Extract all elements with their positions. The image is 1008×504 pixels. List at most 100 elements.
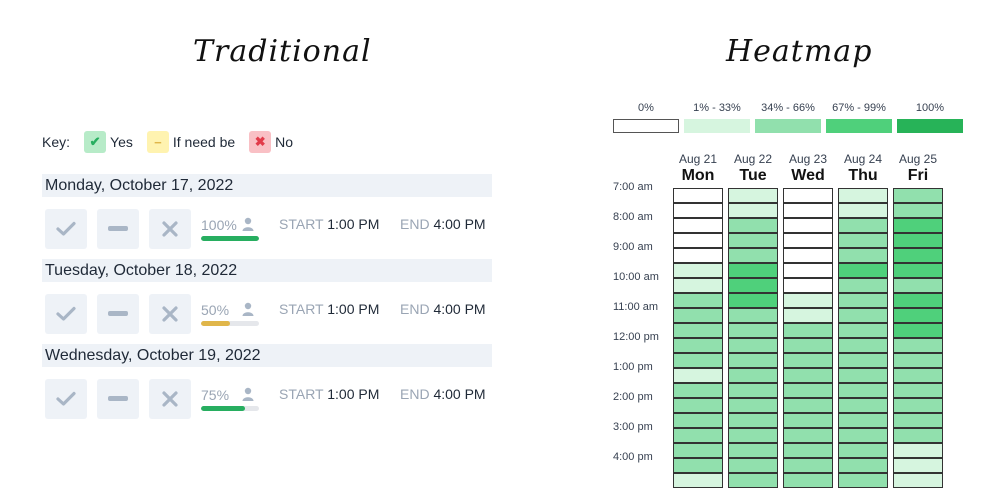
heatmap-cell[interactable]	[673, 458, 723, 473]
heatmap-cell[interactable]	[673, 263, 723, 278]
heatmap-cell[interactable]	[673, 323, 723, 338]
heatmap-cell[interactable]	[673, 413, 723, 428]
heatmap-cell[interactable]	[728, 278, 778, 293]
heatmap-cell[interactable]	[893, 353, 943, 368]
heatmap-cell[interactable]	[728, 368, 778, 383]
vote-no-button[interactable]	[149, 209, 191, 249]
heatmap-cell[interactable]	[783, 458, 833, 473]
heatmap-cell[interactable]	[838, 263, 888, 278]
heatmap-cell[interactable]	[728, 398, 778, 413]
heatmap-cell[interactable]	[728, 443, 778, 458]
heatmap-cell[interactable]	[728, 338, 778, 353]
heatmap-cell[interactable]	[673, 428, 723, 443]
heatmap-cell[interactable]	[673, 203, 723, 218]
heatmap-cell[interactable]	[893, 458, 943, 473]
heatmap-cell[interactable]	[673, 293, 723, 308]
heatmap-cell[interactable]	[728, 263, 778, 278]
heatmap-cell[interactable]	[728, 218, 778, 233]
heatmap-cell[interactable]	[728, 353, 778, 368]
heatmap-cell[interactable]	[728, 248, 778, 263]
heatmap-cell[interactable]	[728, 413, 778, 428]
heatmap-cell[interactable]	[673, 218, 723, 233]
heatmap-cell[interactable]	[838, 458, 888, 473]
heatmap-cell[interactable]	[673, 353, 723, 368]
heatmap-cell[interactable]	[893, 308, 943, 323]
heatmap-cell[interactable]	[728, 188, 778, 203]
heatmap-cell[interactable]	[783, 443, 833, 458]
heatmap-cell[interactable]	[838, 428, 888, 443]
heatmap-cell[interactable]	[838, 473, 888, 488]
vote-yes-button[interactable]	[45, 294, 87, 334]
vote-no-button[interactable]	[149, 379, 191, 419]
heatmap-cell[interactable]	[783, 218, 833, 233]
heatmap-cell[interactable]	[783, 413, 833, 428]
heatmap-cell[interactable]	[728, 203, 778, 218]
heatmap-cell[interactable]	[893, 473, 943, 488]
heatmap-cell[interactable]	[838, 308, 888, 323]
heatmap-cell[interactable]	[728, 233, 778, 248]
heatmap-cell[interactable]	[783, 233, 833, 248]
heatmap-cell[interactable]	[728, 428, 778, 443]
heatmap-cell[interactable]	[728, 308, 778, 323]
heatmap-cell[interactable]	[728, 323, 778, 338]
heatmap-cell[interactable]	[893, 188, 943, 203]
heatmap-cell[interactable]	[893, 218, 943, 233]
heatmap-cell[interactable]	[838, 368, 888, 383]
heatmap-cell[interactable]	[783, 428, 833, 443]
heatmap-cell[interactable]	[673, 443, 723, 458]
heatmap-cell[interactable]	[728, 383, 778, 398]
heatmap-cell[interactable]	[893, 248, 943, 263]
heatmap-cell[interactable]	[893, 428, 943, 443]
heatmap-cell[interactable]	[783, 398, 833, 413]
heatmap-cell[interactable]	[838, 233, 888, 248]
heatmap-cell[interactable]	[893, 233, 943, 248]
heatmap-cell[interactable]	[728, 458, 778, 473]
heatmap-cell[interactable]	[893, 398, 943, 413]
heatmap-cell[interactable]	[728, 293, 778, 308]
heatmap-cell[interactable]	[783, 248, 833, 263]
heatmap-cell[interactable]	[783, 323, 833, 338]
heatmap-cell[interactable]	[673, 233, 723, 248]
heatmap-cell[interactable]	[893, 443, 943, 458]
heatmap-cell[interactable]	[893, 413, 943, 428]
vote-yes-button[interactable]	[45, 379, 87, 419]
heatmap-cell[interactable]	[783, 188, 833, 203]
vote-maybe-button[interactable]	[97, 379, 139, 419]
heatmap-cell[interactable]	[893, 293, 943, 308]
heatmap-cell[interactable]	[838, 218, 888, 233]
heatmap-cell[interactable]	[783, 338, 833, 353]
heatmap-cell[interactable]	[838, 443, 888, 458]
heatmap-cell[interactable]	[893, 383, 943, 398]
heatmap-cell[interactable]	[838, 278, 888, 293]
heatmap-cell[interactable]	[783, 203, 833, 218]
heatmap-cell[interactable]	[673, 383, 723, 398]
heatmap-cell[interactable]	[893, 368, 943, 383]
heatmap-cell[interactable]	[673, 278, 723, 293]
heatmap-cell[interactable]	[893, 278, 943, 293]
heatmap-cell[interactable]	[838, 188, 888, 203]
heatmap-cell[interactable]	[783, 383, 833, 398]
heatmap-cell[interactable]	[893, 323, 943, 338]
heatmap-cell[interactable]	[838, 203, 888, 218]
heatmap-cell[interactable]	[673, 338, 723, 353]
heatmap-cell[interactable]	[838, 413, 888, 428]
heatmap-cell[interactable]	[893, 203, 943, 218]
heatmap-cell[interactable]	[838, 353, 888, 368]
heatmap-cell[interactable]	[838, 383, 888, 398]
heatmap-cell[interactable]	[673, 188, 723, 203]
vote-maybe-button[interactable]	[97, 294, 139, 334]
heatmap-cell[interactable]	[783, 353, 833, 368]
vote-yes-button[interactable]	[45, 209, 87, 249]
heatmap-cell[interactable]	[838, 293, 888, 308]
heatmap-cell[interactable]	[673, 368, 723, 383]
vote-no-button[interactable]	[149, 294, 191, 334]
heatmap-cell[interactable]	[783, 308, 833, 323]
heatmap-cell[interactable]	[893, 263, 943, 278]
heatmap-cell[interactable]	[783, 368, 833, 383]
heatmap-cell[interactable]	[893, 338, 943, 353]
heatmap-cell[interactable]	[673, 473, 723, 488]
heatmap-cell[interactable]	[783, 263, 833, 278]
heatmap-cell[interactable]	[783, 473, 833, 488]
heatmap-cell[interactable]	[838, 323, 888, 338]
heatmap-cell[interactable]	[838, 338, 888, 353]
